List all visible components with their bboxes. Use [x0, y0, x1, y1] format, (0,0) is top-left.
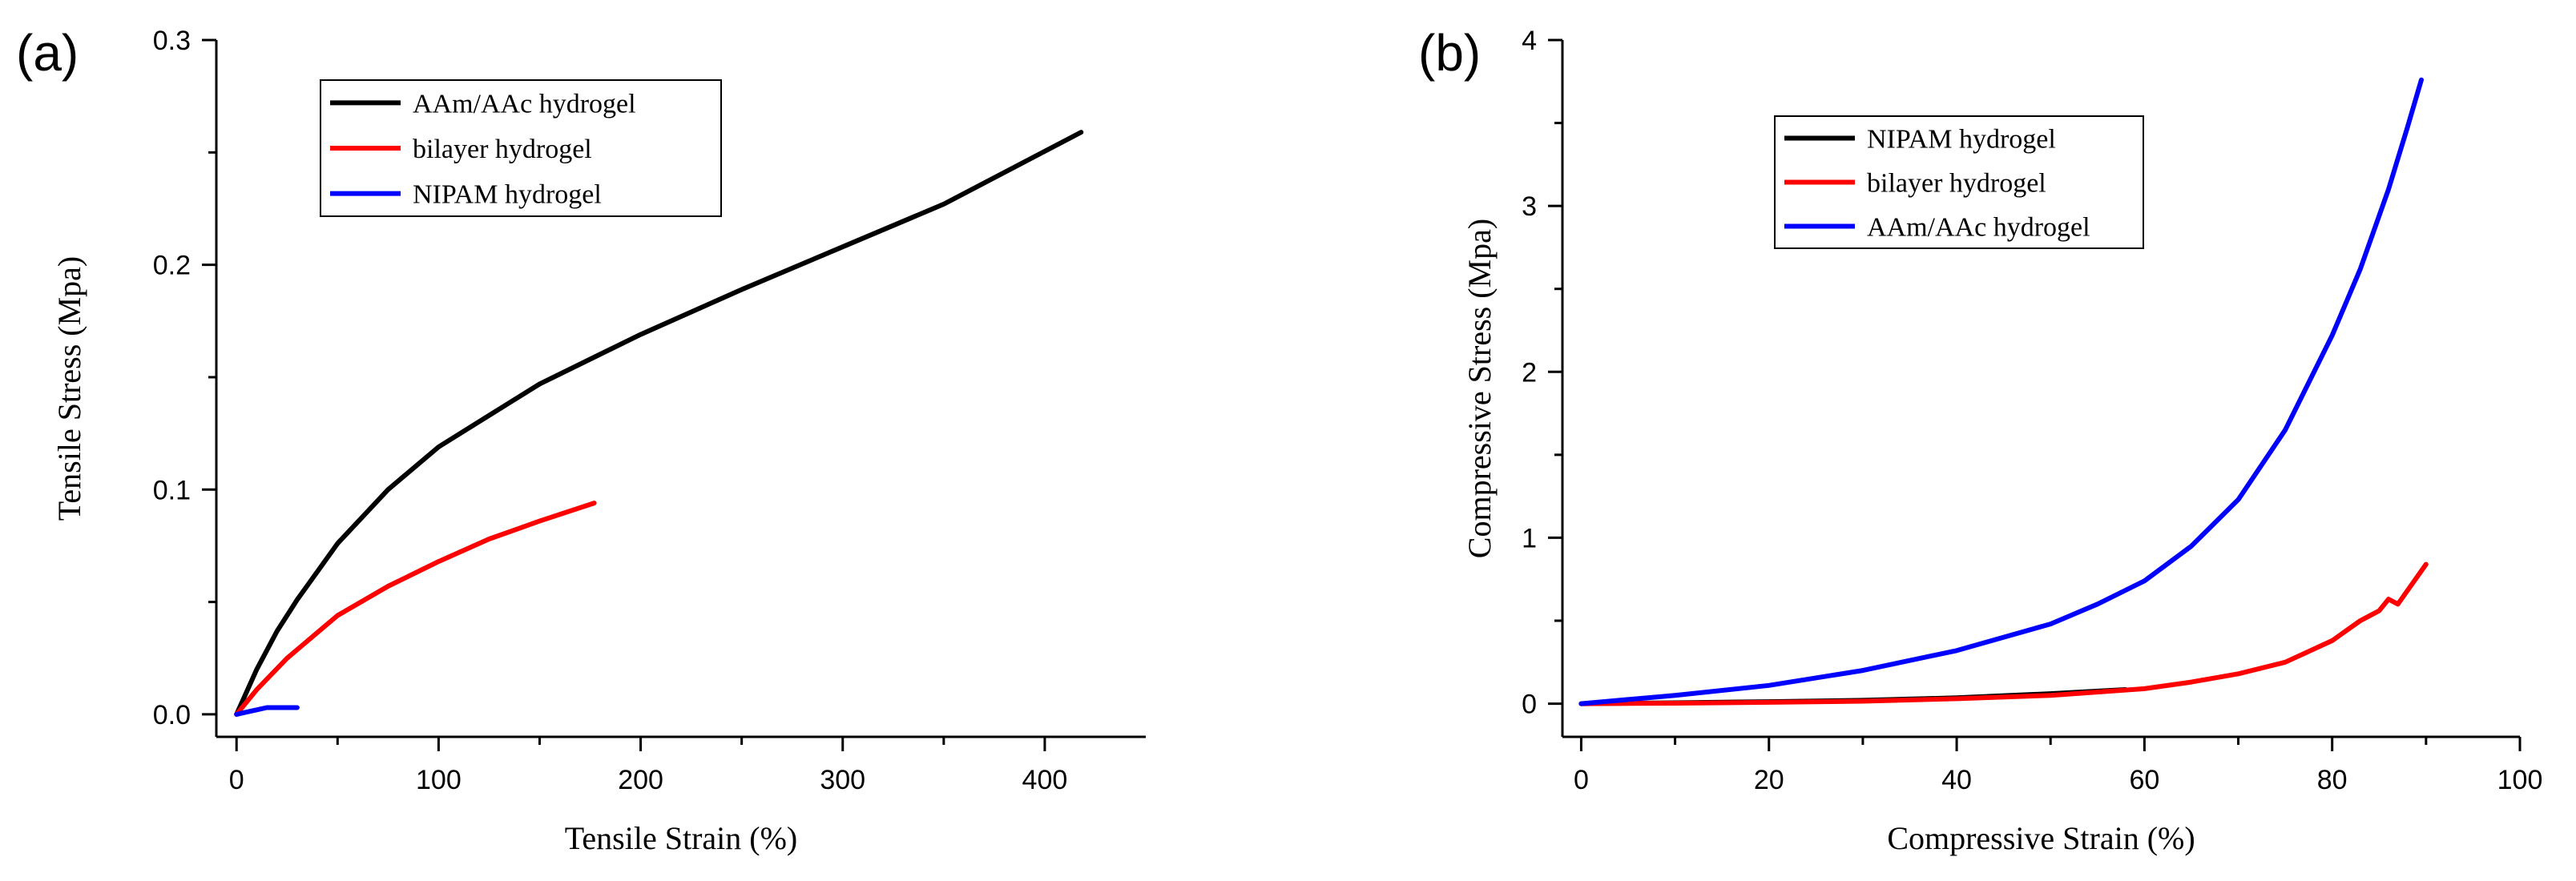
y-tick-label: 2 [1522, 357, 1537, 388]
chart-panel-b: (b) 0 20 40 60 80 100 0 1 2 3 4 Compressive Strain (… [1282, 0, 2576, 881]
legend-label: bilayer hydrogel [1867, 169, 2046, 199]
legend-label: AAm/AAc hydrogel [1867, 213, 2090, 243]
x-axis-label: Compressive Strain (%) [1887, 820, 2195, 856]
x-tick-label: 80 [2317, 765, 2348, 795]
y-axis-label: Tensile Stress (Mpa) [51, 256, 87, 521]
chart-svg-a: (a) 0 100 200 300 400 0.0 0.1 0.2 0.3 Tensile Stra… [16, 24, 1146, 856]
y-tick-label: 0.0 [153, 700, 191, 730]
series-line [1578, 561, 2429, 706]
x-tick-label: 300 [820, 765, 865, 795]
panel-label: (b) [1418, 24, 1481, 82]
x-tick-label: 100 [2497, 765, 2543, 795]
series-line [1578, 77, 2424, 706]
x-tick-label: 20 [1754, 765, 1784, 795]
y-tick-label: 0 [1522, 690, 1537, 720]
legend-label: bilayer hydrogel [413, 135, 592, 164]
x-tick-label: 0 [229, 765, 244, 795]
legend-label: NIPAM hydrogel [413, 180, 602, 210]
x-tick-label: 60 [2129, 765, 2159, 795]
panel-label: (a) [16, 24, 79, 82]
series-line [234, 705, 300, 717]
y-tick-label: 0.3 [153, 26, 191, 56]
x-tick-label: 200 [618, 765, 663, 795]
y-tick-label: 0.2 [153, 251, 191, 281]
x-tick-label: 40 [1941, 765, 1972, 795]
chart-panel-a: (a) 0 100 200 300 400 0.0 0.1 0.2 0.3 Tensile Stra… [0, 0, 1202, 881]
series-line [234, 501, 597, 717]
x-tick-label: 400 [1022, 765, 1068, 795]
y-axis-label: Compressive Stress (Mpa) [1461, 219, 1498, 558]
y-tick-label: 4 [1522, 26, 1537, 56]
y-tick-label: 0.1 [153, 475, 191, 505]
legend-label: AAm/AAc hydrogel [413, 89, 636, 119]
x-tick-label: 100 [416, 765, 462, 795]
x-axis-label: Tensile Strain (%) [565, 820, 797, 856]
y-tick-label: 3 [1522, 191, 1537, 222]
y-tick-label: 1 [1522, 523, 1537, 553]
chart-svg-b: (b) 0 20 40 60 80 100 0 1 2 3 4 Compressive Strain (… [1418, 24, 2543, 856]
series-line [234, 130, 1084, 717]
x-tick-label: 0 [1574, 765, 1589, 795]
legend-label: NIPAM hydrogel [1867, 125, 2056, 155]
